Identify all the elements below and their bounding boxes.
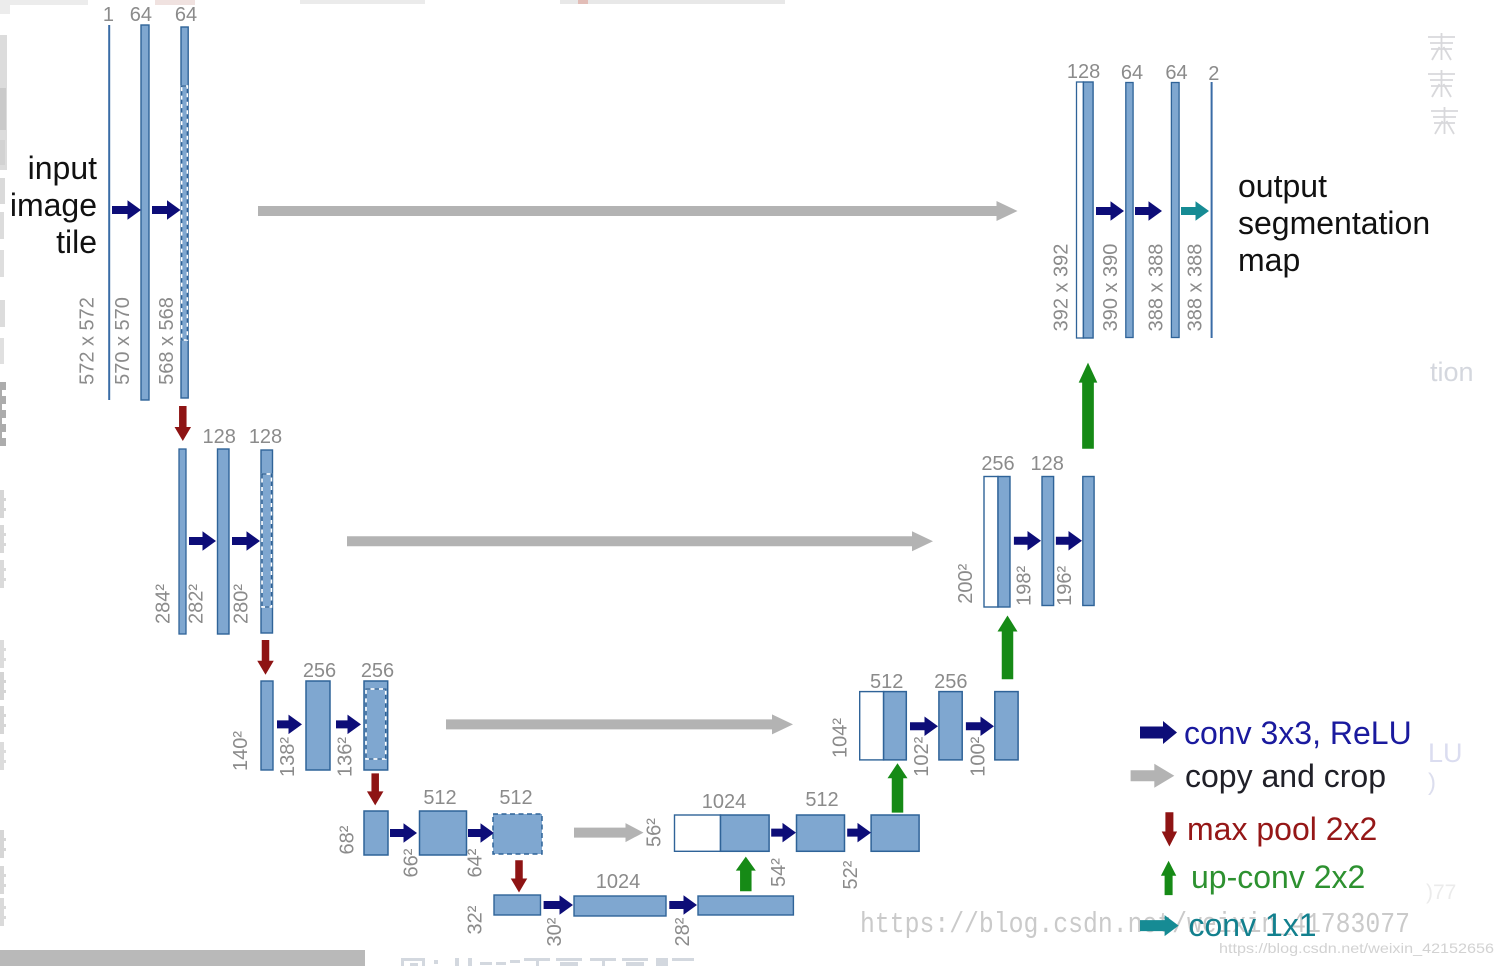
- svg-text:256: 256: [934, 671, 967, 693]
- svg-text:572 x 572: 572 x 572: [77, 297, 99, 385]
- svg-text:280²: 280²: [230, 584, 252, 624]
- svg-text:map: map: [1238, 242, 1300, 278]
- svg-text:256: 256: [361, 660, 394, 682]
- svg-text:54²: 54²: [768, 858, 790, 887]
- svg-text:282²: 282²: [186, 584, 208, 624]
- svg-text:68²: 68²: [337, 825, 359, 854]
- svg-text:64: 64: [1165, 62, 1187, 84]
- svg-text:28²: 28²: [672, 917, 694, 946]
- svg-text:64: 64: [130, 4, 152, 26]
- svg-text:256: 256: [981, 453, 1014, 475]
- svg-text:30²: 30²: [544, 917, 566, 946]
- svg-text:136²: 136²: [335, 737, 357, 777]
- svg-text:input: input: [28, 150, 98, 186]
- svg-text:64: 64: [1121, 62, 1143, 84]
- svg-text:segmentation: segmentation: [1238, 205, 1430, 241]
- svg-text:196²: 196²: [1054, 565, 1076, 605]
- svg-text:102²: 102²: [911, 736, 933, 776]
- svg-text:up-conv 2x2: up-conv 2x2: [1191, 859, 1365, 895]
- svg-text:64: 64: [175, 4, 197, 26]
- svg-text:output: output: [1238, 168, 1327, 204]
- svg-text:128: 128: [249, 426, 282, 448]
- svg-text:64²: 64²: [465, 848, 487, 877]
- svg-text:conv 1x1: conv 1x1: [1189, 907, 1317, 943]
- svg-text:512: 512: [805, 789, 838, 811]
- svg-text:388 x 388: 388 x 388: [1145, 244, 1167, 332]
- svg-text:256: 256: [303, 660, 336, 682]
- svg-text:512: 512: [499, 787, 532, 809]
- svg-text:1: 1: [103, 4, 114, 26]
- svg-text:138²: 138²: [277, 737, 299, 777]
- svg-text:max pool 2x2: max pool 2x2: [1187, 811, 1377, 847]
- svg-text:32²: 32²: [465, 905, 487, 934]
- svg-text:copy and crop: copy and crop: [1185, 758, 1386, 794]
- svg-text:104²: 104²: [830, 718, 852, 758]
- svg-text:200²: 200²: [955, 563, 977, 603]
- svg-text:tion: tion: [1430, 357, 1474, 387]
- svg-text:1024: 1024: [702, 791, 747, 813]
- svg-text:392 x 392: 392 x 392: [1050, 244, 1072, 332]
- svg-text:128: 128: [203, 426, 236, 448]
- svg-text:140²: 140²: [230, 731, 252, 771]
- svg-text:284²: 284²: [153, 584, 175, 624]
- svg-text:52²: 52²: [840, 860, 862, 889]
- svg-text:LU: LU: [1428, 738, 1463, 768]
- svg-text:512: 512: [870, 671, 903, 693]
- svg-text:198²: 198²: [1014, 565, 1036, 605]
- svg-text:conv 3x3, ReLU: conv 3x3, ReLU: [1184, 715, 1412, 751]
- svg-text:56²: 56²: [644, 818, 666, 847]
- svg-text:390 x 390: 390 x 390: [1100, 244, 1122, 332]
- svg-text:)77: )77: [1426, 881, 1456, 904]
- svg-text:512: 512: [423, 787, 456, 809]
- svg-text:1024: 1024: [596, 871, 641, 893]
- svg-text:2: 2: [1208, 63, 1219, 85]
- svg-text:image: image: [10, 187, 97, 223]
- svg-text:388 x 388: 388 x 388: [1184, 244, 1206, 332]
- svg-text:128: 128: [1067, 61, 1100, 83]
- svg-text:tile: tile: [56, 224, 97, 260]
- svg-text:https://blog.csdn.net/weixin_4: https://blog.csdn.net/weixin_41783077: [860, 908, 1410, 941]
- svg-text:568 x 568: 568 x 568: [156, 297, 178, 385]
- svg-text:https://blog.csdn.net/weixin_4: https://blog.csdn.net/weixin_42152656: [1219, 940, 1494, 956]
- svg-text:): ): [1428, 769, 1436, 796]
- svg-text:100²: 100²: [968, 736, 990, 776]
- svg-text:570 x 570: 570 x 570: [112, 297, 134, 385]
- svg-text:66²: 66²: [400, 848, 422, 877]
- svg-text:128: 128: [1031, 453, 1064, 475]
